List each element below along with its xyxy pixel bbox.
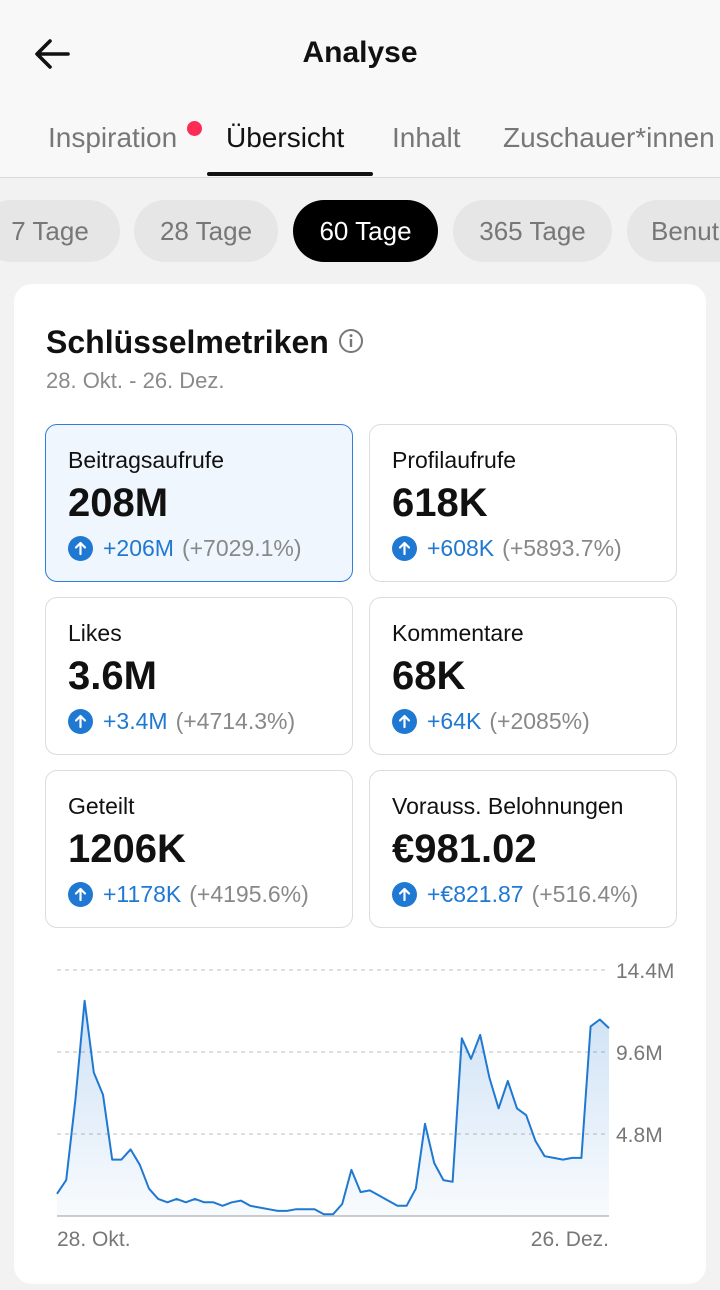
tab-bar: Inspiration Übersicht Inhalt Zuschauer*i… (0, 100, 720, 178)
metric-value: 1206K (68, 827, 186, 871)
metric-tile-profilaufrufe[interactable]: Profilaufrufe 618K +608K (+5893.7%) (369, 424, 677, 582)
delta-absolute: +3.4M (103, 708, 168, 734)
delta-percent: (+5893.7%) (502, 535, 622, 561)
chip-365-tage[interactable]: 365 Tage (453, 200, 612, 262)
metric-label: Likes (68, 620, 122, 646)
delta-absolute: +€821.87 (427, 881, 524, 907)
metric-value: €981.02 (392, 827, 537, 871)
metric-label: Vorauss. Belohnungen (392, 793, 624, 819)
date-range: 28. Okt. - 26. Dez. (46, 368, 225, 393)
metric-value: 618K (392, 481, 488, 525)
arrow-left-icon (35, 39, 70, 69)
metric-label: Kommentare (392, 620, 524, 646)
metric-tile-geteilt[interactable]: Geteilt 1206K +1178K (+4195.6%) (45, 770, 353, 928)
delta-absolute: +608K (427, 535, 495, 561)
page-title: Analyse (302, 36, 418, 69)
series-line (56, 999, 610, 1216)
delta-percent: (+516.4%) (531, 881, 639, 907)
tab-inspiration[interactable]: Inspiration (48, 122, 178, 153)
x-tick-label: 28. Okt. (57, 1228, 131, 1251)
delta-percent: (+2085%) (489, 708, 590, 734)
metric-label: Beitragsaufrufe (68, 447, 224, 473)
metric-delta: +64K (+2085%) (392, 708, 590, 735)
notification-dot (187, 121, 202, 136)
period-selector: 7 Tage 28 Tage 60 Tage 365 Tage Benutzer… (0, 198, 720, 264)
chip-60-tage[interactable]: 60 Tage (293, 200, 438, 262)
x-tick-label: 26. Dez. (531, 1228, 609, 1251)
arrow-up-circle-icon (68, 536, 93, 561)
active-tab-indicator (207, 172, 373, 176)
tab-zuschauer[interactable]: Zuschauer*innen (503, 122, 715, 153)
y-tick-label: 9.6M (616, 1042, 663, 1065)
chip-28-tage[interactable]: 28 Tage (134, 200, 278, 262)
chip-label: 365 Tage (479, 215, 586, 246)
metric-value: 3.6M (68, 654, 157, 698)
metric-delta: +3.4M (+4714.3%) (68, 708, 295, 735)
chip-benutzerdefiniert[interactable]: Benutzerdefiniert (627, 200, 720, 262)
metric-label: Geteilt (68, 793, 135, 819)
metric-delta: +1178K (+4195.6%) (68, 881, 309, 908)
arrow-up-circle-icon (392, 709, 417, 734)
metric-delta: +€821.87 (+516.4%) (392, 881, 638, 908)
delta-percent: (+4714.3%) (175, 708, 296, 734)
info-icon[interactable] (338, 328, 364, 354)
metric-tile-belohnungen[interactable]: Vorauss. Belohnungen €981.02 +€821.87 (+… (369, 770, 677, 928)
metric-tile-beitragsaufrufe[interactable]: Beitragsaufrufe 208M +206M (+7029.1%) (45, 424, 353, 582)
metric-delta: +608K (+5893.7%) (392, 535, 622, 562)
metric-delta: +206M (+7029.1%) (68, 535, 302, 562)
metric-value: 208M (68, 481, 169, 525)
chip-label: Benutzerdefiniert (651, 215, 720, 246)
metric-tile-likes[interactable]: Likes 3.6M +3.4M (+4714.3%) (45, 597, 353, 755)
metric-label: Profilaufrufe (392, 447, 517, 473)
arrow-up-circle-icon (392, 536, 417, 561)
chip-label: 28 Tage (159, 215, 253, 246)
app-header: Analyse (0, 0, 720, 100)
metric-value: 68K (392, 654, 466, 698)
key-metrics-card: Schlüsselmetriken 28. Okt. - 26. Dez. Be… (14, 284, 706, 1284)
series-area (57, 1000, 609, 1216)
tab-inhalt[interactable]: Inhalt (392, 122, 461, 153)
delta-absolute: +64K (427, 708, 482, 734)
chip-label: 60 Tage (319, 215, 412, 246)
arrow-up-circle-icon (392, 882, 417, 907)
back-button[interactable] (28, 30, 76, 78)
delta-percent: (+7029.1%) (181, 535, 302, 561)
arrow-up-circle-icon (68, 882, 93, 907)
chip-label: 7 Tage (11, 215, 89, 246)
delta-absolute: +1178K (103, 881, 182, 907)
y-tick-label: 4.8M (616, 1124, 663, 1147)
delta-percent: (+4195.6%) (189, 881, 309, 907)
chip-7-tage[interactable]: 7 Tage (0, 200, 120, 262)
trend-chart: 14.4M 9.6M 4.8M 28. Okt. 26. Dez. (56, 960, 674, 1251)
y-tick-label: 14.4M (616, 960, 674, 983)
metric-tile-kommentare[interactable]: Kommentare 68K +64K (+2085%) (369, 597, 677, 755)
section-title: Schlüsselmetriken (46, 324, 329, 360)
delta-absolute: +206M (103, 535, 174, 561)
arrow-up-circle-icon (68, 709, 93, 734)
tab-uebersicht[interactable]: Übersicht (226, 122, 345, 153)
